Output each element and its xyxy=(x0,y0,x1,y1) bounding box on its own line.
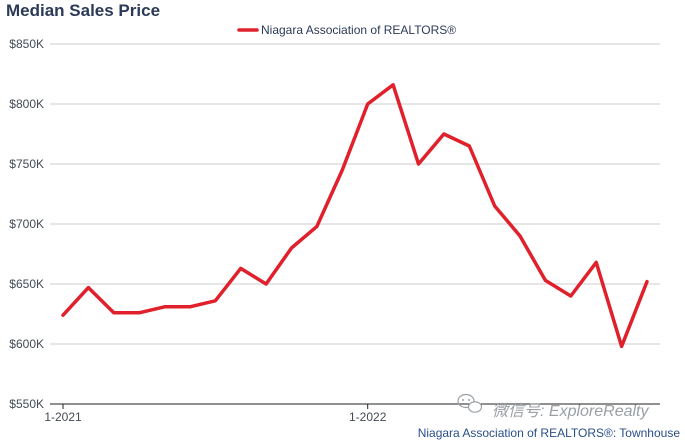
wechat-icon xyxy=(457,393,483,413)
grid-lines xyxy=(50,43,660,345)
x-tick-label: 1-2021 xyxy=(44,410,82,424)
watermark-text: 微信号: ExploreRealty xyxy=(492,402,649,420)
watermark: 微信号: ExploreRealty xyxy=(457,393,649,420)
legend: Niagara Association of REALTORS® xyxy=(237,23,456,37)
x-axis: 1-2021 1-2022 xyxy=(44,403,660,424)
y-axis-ticks: $550K $600K $650K $700K $750K $800K $850K xyxy=(9,37,44,411)
y-tick-label: $600K xyxy=(9,337,44,351)
y-tick-label: $850K xyxy=(9,37,44,51)
chart-title: Median Sales Price xyxy=(6,1,161,20)
y-tick-label: $650K xyxy=(9,277,44,291)
source-note: Niagara Association of REALTORS®: Townho… xyxy=(418,426,681,440)
series-line xyxy=(61,83,649,349)
y-tick-label: $800K xyxy=(9,97,44,111)
legend-label: Niagara Association of REALTORS® xyxy=(261,23,456,37)
y-tick-label: $700K xyxy=(9,217,44,231)
y-tick-label: $750K xyxy=(9,157,44,171)
x-tick-label: 1-2022 xyxy=(349,410,387,424)
series-lines xyxy=(61,83,649,349)
y-tick-label: $550K xyxy=(9,397,44,411)
